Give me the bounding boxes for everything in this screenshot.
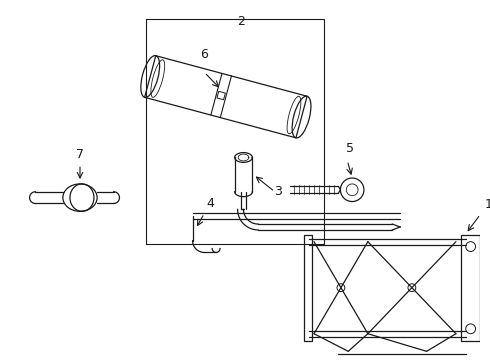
Polygon shape (217, 91, 225, 100)
Text: 1: 1 (484, 198, 490, 211)
Bar (304, 235, 312, 341)
Text: 7: 7 (76, 148, 84, 161)
Text: 5: 5 (346, 142, 354, 155)
Text: 4: 4 (206, 197, 214, 210)
Bar (146, 19, 324, 244)
Bar (461, 235, 480, 341)
Text: 3: 3 (274, 185, 282, 198)
Text: 2: 2 (237, 15, 245, 28)
Text: 6: 6 (200, 48, 208, 61)
